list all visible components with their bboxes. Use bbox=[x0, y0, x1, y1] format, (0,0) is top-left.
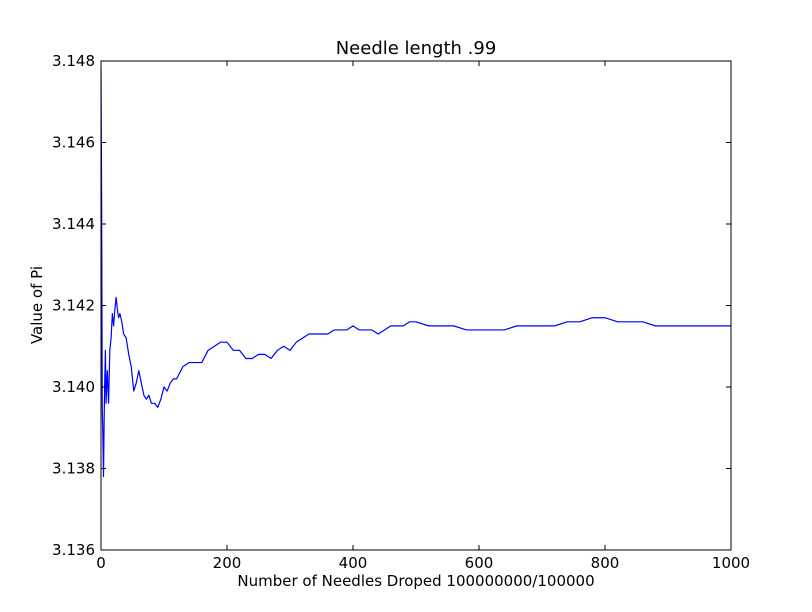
x-tick-label: 400 bbox=[339, 554, 368, 572]
x-tick-label: 600 bbox=[465, 554, 494, 572]
y-tick-label: 3.136 bbox=[52, 541, 95, 559]
x-tick-label: 0 bbox=[96, 554, 106, 572]
x-tick-label: 1000 bbox=[712, 554, 750, 572]
plot-area: 0 200 400 600 800 1000 3.136 3.138 3.140 3.142 3.1… bbox=[52, 52, 750, 572]
y-tick-label: 3.140 bbox=[52, 378, 95, 396]
y-tick-label: 3.146 bbox=[52, 134, 95, 152]
x-axis-label: Number of Needles Droped 100000000/10000… bbox=[237, 572, 594, 590]
series-line-0 bbox=[101, 69, 731, 478]
y-tick-label: 3.148 bbox=[52, 52, 95, 70]
x-tick-label: 800 bbox=[591, 554, 620, 572]
y-axis-label: Value of Pi bbox=[28, 266, 46, 344]
y-tick-label: 3.138 bbox=[52, 460, 95, 478]
chart-title: Needle length .99 bbox=[336, 38, 497, 59]
y-tick-label: 3.142 bbox=[52, 297, 95, 315]
x-tick-label: 200 bbox=[213, 554, 242, 572]
y-tick-label: 3.144 bbox=[52, 215, 95, 233]
